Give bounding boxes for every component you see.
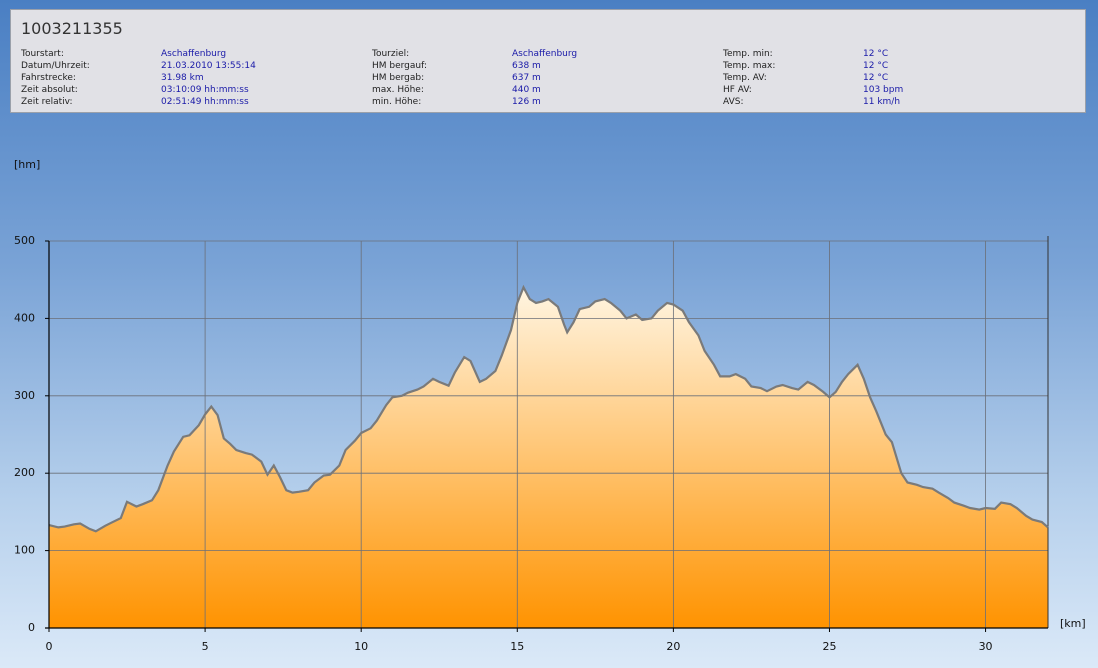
field-label: Datum/Uhrzeit: xyxy=(21,61,90,71)
field-label: Tourziel: xyxy=(372,49,410,59)
field-value: 31.98 km xyxy=(161,73,204,83)
x-tick-label: 30 xyxy=(979,640,993,653)
field-value: Aschaffenburg xyxy=(512,49,578,59)
field-value: 126 m xyxy=(512,97,541,107)
field-label: HM bergauf: xyxy=(372,61,427,71)
x-tick-label: 20 xyxy=(666,640,680,653)
field-value: 440 m xyxy=(512,85,541,95)
field-label: Zeit relativ: xyxy=(21,97,73,107)
field-label: Fahrstrecke: xyxy=(21,73,76,83)
elevation-line xyxy=(48,284,1049,533)
field-value: 12 °C xyxy=(863,49,889,59)
field-value: Aschaffenburg xyxy=(161,49,227,59)
y-axis-label: [hm] xyxy=(14,158,40,171)
y-tick-label: 300 xyxy=(14,389,35,402)
field-value: 02:51:49 hh:mm:ss xyxy=(161,97,249,107)
field-label: Zeit absolut: xyxy=(21,85,78,95)
field-label: HF AV: xyxy=(723,85,752,95)
x-axis-label: [km] xyxy=(1060,617,1086,630)
x-tick-label: 10 xyxy=(354,640,368,653)
field-value: 21.03.2010 13:55:14 xyxy=(161,61,256,71)
field-value: 03:10:09 hh:mm:ss xyxy=(161,85,249,95)
field-label: HM bergab: xyxy=(372,73,425,83)
field-value: 11 km/h xyxy=(863,97,901,107)
field-label: Tourstart: xyxy=(21,49,64,59)
tour-id: 1003211355 xyxy=(21,19,123,38)
field-label: max. Höhe: xyxy=(372,85,424,95)
field-value: 638 m xyxy=(512,61,541,71)
field-label: min. Höhe: xyxy=(372,97,422,107)
field-label: AVS: xyxy=(723,97,744,107)
x-tick-label: 25 xyxy=(822,640,836,653)
area-fill xyxy=(49,287,1048,628)
field-value: 12 °C xyxy=(863,61,889,71)
field-label: Temp. AV: xyxy=(723,73,767,83)
info-panel: 1003211355 Tourstart: Aschaffenburg Datum/… xyxy=(10,9,1086,113)
x-tick-label: 5 xyxy=(202,640,209,653)
field-value: 637 m xyxy=(512,73,541,83)
field-value: 103 bpm xyxy=(863,85,904,95)
y-tick-label: 100 xyxy=(14,544,35,557)
y-tick-label: 200 xyxy=(14,466,35,479)
y-tick-label: 0 xyxy=(28,621,35,634)
x-tick-label: 0 xyxy=(46,640,53,653)
y-tick-label: 400 xyxy=(14,311,35,324)
x-tick-label: 15 xyxy=(510,640,524,653)
field-label: Temp. max: xyxy=(723,61,776,71)
field-label: Temp. min: xyxy=(723,49,773,59)
y-tick-label: 500 xyxy=(14,234,35,247)
field-value: 12 °C xyxy=(863,73,889,83)
